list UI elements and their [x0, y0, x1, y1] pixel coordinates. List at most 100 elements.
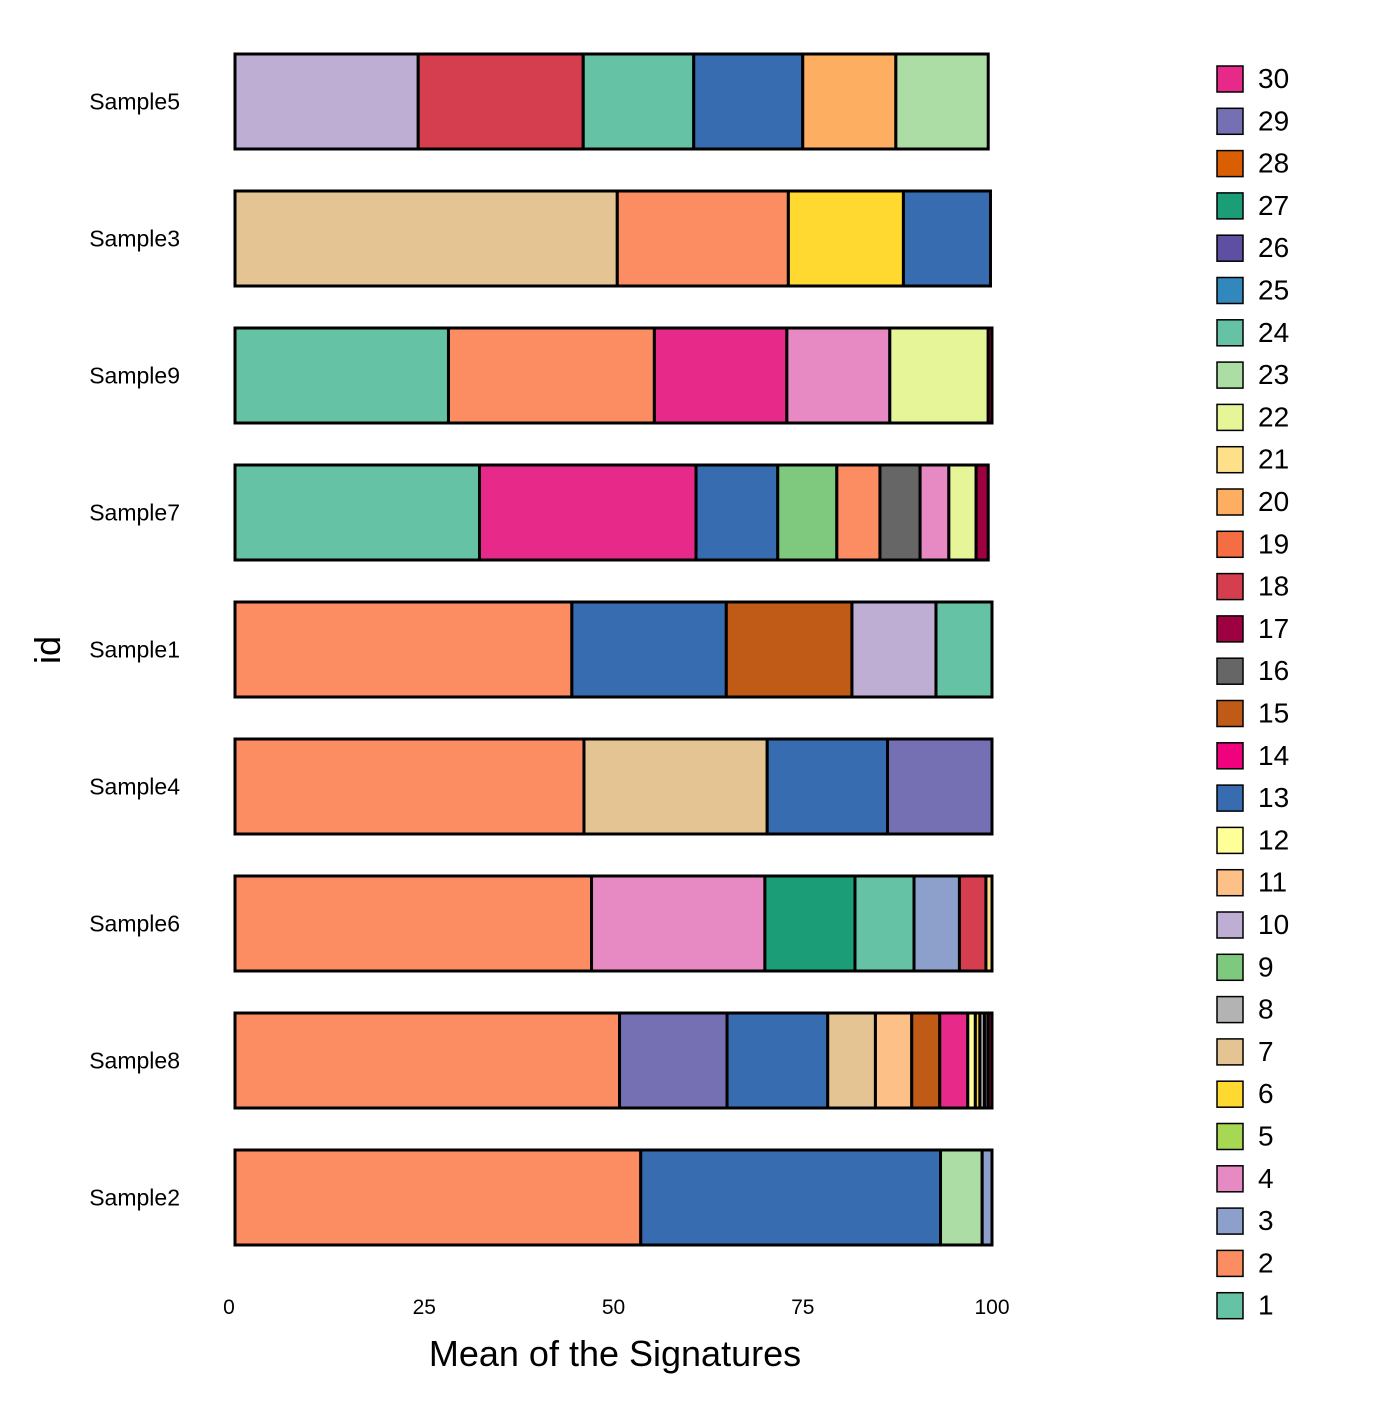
legend-item: 6 — [1216, 1078, 1274, 1109]
legend-item: 11 — [1216, 867, 1287, 898]
legend-item: 8 — [1216, 994, 1274, 1025]
bar-segment-sig-10 — [850, 600, 938, 699]
bar-segment-sig-30 — [938, 1011, 970, 1110]
legend-swatch — [1216, 1291, 1244, 1320]
legend-swatch — [1216, 107, 1244, 136]
y-tick-label: Sample6 — [89, 911, 180, 937]
legend-swatch — [1216, 1080, 1244, 1108]
legend-label: 11 — [1258, 867, 1287, 898]
legend-swatch — [1216, 530, 1244, 559]
legend-label: 29 — [1258, 105, 1289, 136]
bar-segment-sig-13 — [765, 737, 890, 836]
legend-swatch — [1216, 742, 1244, 770]
x-tick-labels: 0 25 50 75 100 — [223, 1296, 1009, 1319]
bars-layer — [233, 52, 994, 1247]
legend-label: 1 — [1258, 1290, 1274, 1321]
bar-segment-sig-4 — [785, 326, 892, 425]
legend-item: 27 — [1216, 190, 1289, 221]
bar-segment-sig-13 — [570, 600, 728, 699]
legend-label: 30 — [1258, 63, 1289, 94]
legend-item: 25 — [1216, 275, 1289, 306]
bar-segment-sig-3 — [980, 1148, 994, 1247]
legend-item: 29 — [1216, 105, 1289, 136]
legend-swatch — [1216, 445, 1244, 474]
legend-swatch — [1216, 488, 1244, 516]
bar-segment-sig-24 — [853, 874, 916, 973]
bar-segment-sig-13 — [901, 189, 992, 288]
bar-sample7 — [233, 463, 990, 562]
legend-swatch — [1216, 572, 1244, 601]
legend-swatch — [1216, 403, 1244, 432]
legend-swatch — [1216, 615, 1244, 643]
bar-segment-sig-13 — [725, 1011, 830, 1110]
legend-swatch — [1216, 149, 1244, 178]
bar-segment-sig-7 — [582, 737, 769, 836]
bar-sample8 — [233, 1011, 994, 1110]
y-tick-label: Sample1 — [89, 637, 180, 663]
legend-label: 13 — [1258, 782, 1289, 813]
legend-item: 20 — [1216, 486, 1289, 517]
bar-segment-sig-23 — [894, 52, 990, 151]
bar-segment-sig-2 — [233, 737, 586, 836]
bar-segment-sig-3 — [912, 874, 961, 973]
legend-swatch — [1216, 1249, 1244, 1278]
bar-segment-sig-18 — [416, 52, 585, 151]
bar-segment-sig-6 — [786, 189, 905, 288]
legend-label: 21 — [1258, 444, 1289, 475]
legend-label: 6 — [1258, 1078, 1274, 1109]
y-tick-label: Sample5 — [89, 89, 180, 115]
legend-label: 17 — [1258, 613, 1289, 644]
x-axis-title: Mean of the Signatures — [429, 1333, 801, 1374]
legend-label: 5 — [1258, 1121, 1274, 1152]
legend-item: 16 — [1216, 655, 1289, 686]
legend-swatch — [1216, 699, 1244, 728]
legend-item: 1 — [1216, 1290, 1274, 1321]
legend-label: 3 — [1258, 1205, 1274, 1236]
bar-sample1 — [233, 600, 994, 699]
bar-sample2 — [233, 1148, 994, 1247]
bar-segment-sig-17 — [974, 463, 990, 562]
legend-swatch — [1216, 911, 1244, 939]
bar-segment-sig-10 — [233, 52, 420, 151]
bar-segment-sig-23 — [939, 1148, 984, 1247]
y-tick-label: Sample4 — [89, 774, 180, 800]
legend-label: 8 — [1258, 994, 1274, 1025]
x-tick-label: 75 — [791, 1296, 814, 1319]
bar-segment-sig-13 — [692, 52, 805, 151]
bar-segment-sig-30 — [652, 326, 789, 425]
x-tick-label: 0 — [223, 1296, 235, 1319]
bar-segment-sig-24 — [233, 463, 482, 562]
legend-item: 2 — [1216, 1247, 1274, 1278]
legend-label: 26 — [1258, 232, 1289, 263]
bar-segment-sig-30 — [478, 463, 698, 562]
legend-item: 9 — [1216, 951, 1274, 982]
legend-item: 15 — [1216, 698, 1289, 729]
legend-swatch — [1216, 784, 1244, 812]
legend-item: 19 — [1216, 528, 1289, 559]
legend-item: 28 — [1216, 148, 1289, 179]
bar-sample5 — [233, 52, 990, 151]
legend-swatch — [1216, 995, 1244, 1024]
legend-swatch — [1216, 361, 1244, 389]
legend-label: 19 — [1258, 528, 1289, 559]
bar-segment-sig-22 — [888, 326, 990, 425]
bar-segment-sig-4 — [590, 874, 767, 973]
bar-segment-sig-29 — [886, 737, 994, 836]
bar-segment-sig-2 — [233, 1148, 643, 1247]
bar-segment-sig-17 — [986, 326, 994, 425]
legend-swatch — [1216, 826, 1244, 855]
legend-item: 17 — [1216, 613, 1289, 644]
bar-segment-sig-29 — [618, 1011, 729, 1110]
legend-swatch — [1216, 234, 1244, 262]
bar-segment-sig-13 — [639, 1148, 943, 1247]
legend-item: 12 — [1216, 824, 1289, 855]
bar-segment-sig-22 — [947, 463, 978, 562]
bar-segment-sig-15 — [910, 1011, 942, 1110]
bar-segment-sig-24 — [581, 52, 696, 151]
bar-sample4 — [233, 737, 994, 836]
legend-item: 13 — [1216, 782, 1289, 813]
y-tick-label: Sample8 — [89, 1048, 180, 1074]
legend-label: 27 — [1258, 190, 1289, 221]
bar-segment-sig-24 — [934, 600, 994, 699]
